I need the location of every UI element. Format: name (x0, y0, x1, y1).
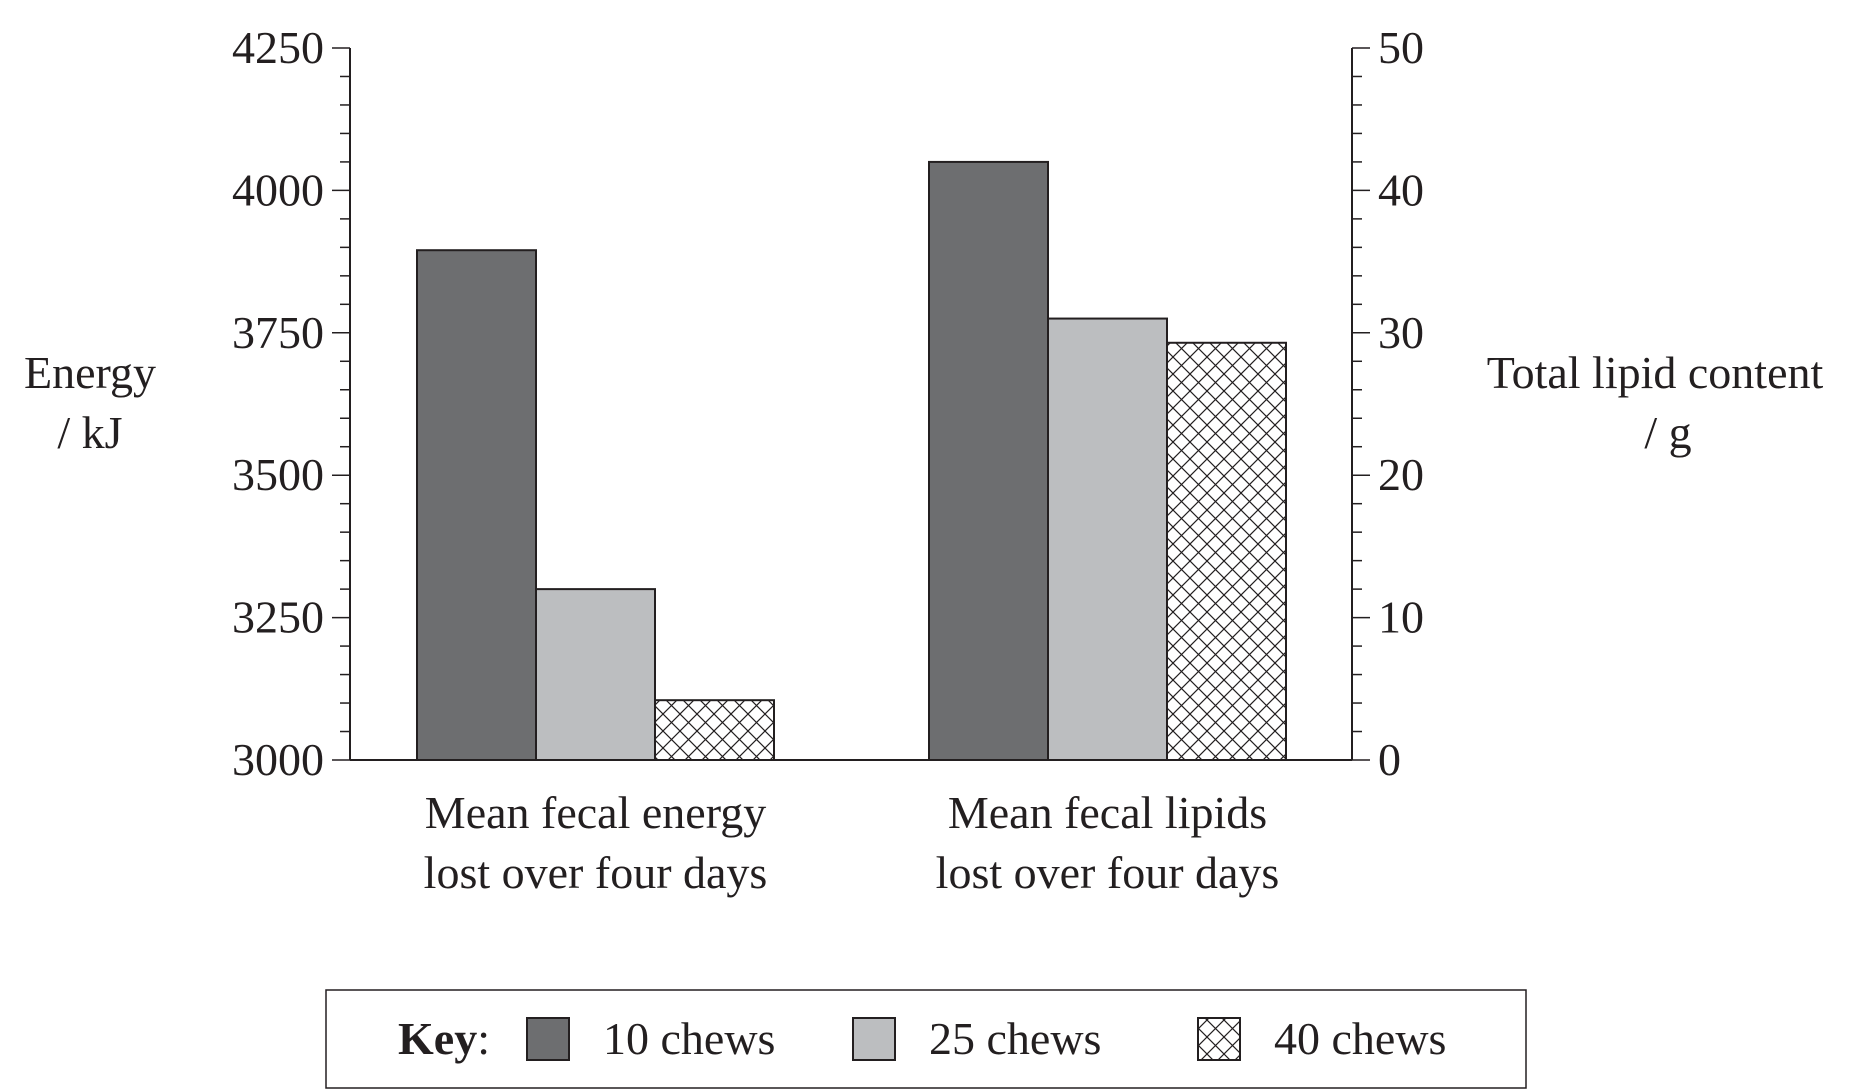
category-label: lost over four days (936, 847, 1280, 898)
left-tick-label: 4000 (232, 164, 324, 215)
left-axis-label-line2: / kJ (57, 407, 122, 458)
legend-items: 10 chews 25 chews 40 chews (526, 1013, 1446, 1064)
legend-label: 25 chews (929, 1013, 1101, 1064)
left-axis-label-line1: Energy (24, 347, 156, 398)
right-tick-label: 0 (1378, 734, 1401, 785)
bar (416, 249, 537, 761)
category-label: Mean fecal lipids (948, 787, 1267, 838)
right-axis: 0 10 20 30 40 50 (350, 22, 1424, 785)
legend-title: Key: (398, 1013, 490, 1064)
right-tick-label: 50 (1378, 22, 1424, 73)
right-tick-label: 20 (1378, 449, 1424, 500)
category-labels: Mean fecal energy lost over four days Mean… (424, 787, 1280, 898)
category-label: Mean fecal energy (425, 787, 766, 838)
legend: Key: 10 chews 25 chews 40 chews (325, 989, 1527, 1089)
legend-label: 10 chews (603, 1013, 775, 1064)
category-label: lost over four days (424, 847, 768, 898)
bar (1047, 317, 1168, 761)
right-tick-label: 30 (1378, 307, 1424, 358)
legend-swatch (852, 1017, 896, 1061)
bar (1166, 341, 1287, 761)
left-tick-label: 3500 (232, 449, 324, 500)
left-tick-label: 3000 (232, 734, 324, 785)
right-axis-label-line2: / g (1644, 407, 1691, 458)
left-tick-label: 3750 (232, 307, 324, 358)
bar (928, 160, 1049, 762)
left-tick-label: 4250 (232, 22, 324, 73)
left-axis: 3000 3250 3500 3750 4000 4250 (232, 22, 351, 785)
right-tick-label: 40 (1378, 164, 1424, 215)
legend-swatch (1197, 1017, 1241, 1061)
left-tick-label: 3250 (232, 592, 324, 643)
legend-swatch (526, 1017, 570, 1061)
right-axis-label-line1: Total lipid content (1487, 347, 1824, 398)
legend-label: 40 chews (1274, 1013, 1446, 1064)
bar (654, 699, 775, 762)
bar (535, 588, 656, 761)
bars (416, 160, 1287, 762)
right-tick-label: 10 (1378, 592, 1424, 643)
legend-title-text: Key (398, 1013, 477, 1064)
